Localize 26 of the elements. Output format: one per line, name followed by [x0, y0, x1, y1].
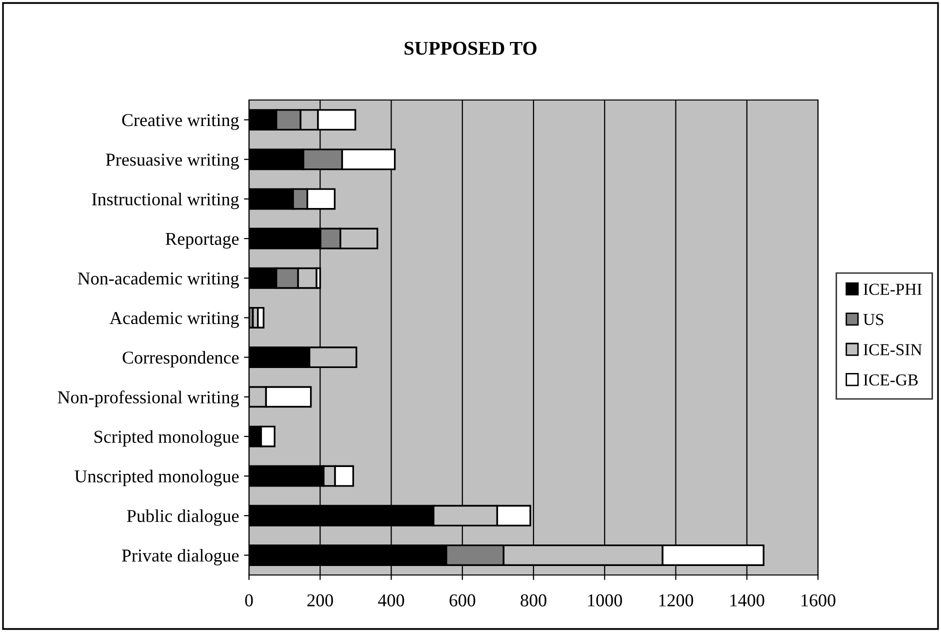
y-tick-label: Public dialogue — [126, 509, 239, 526]
x-tick-label: 800 — [520, 594, 546, 606]
y-tick-label: Instructional writing — [92, 192, 239, 210]
x-tick-label: 400 — [378, 594, 404, 606]
legend-label: US — [863, 314, 884, 326]
y-tick-label: Reportage — [166, 232, 239, 249]
y-tick-label: Non-academic writing — [78, 272, 239, 288]
x-tick-label: 1600 — [802, 594, 836, 606]
x-tick-label: 200 — [307, 594, 333, 606]
y-tick-label: Academic writing — [110, 311, 239, 328]
x-tick-label: 600 — [450, 594, 476, 606]
y-tick-label: Creative writing — [122, 114, 239, 130]
chart-title: SUPPOSED TO — [404, 42, 536, 55]
legend-label: ICE-GB — [864, 374, 918, 386]
y-tick-label: Private dialogue — [122, 548, 239, 566]
x-tick-label: 0 — [245, 594, 253, 606]
y-tick-label: Unscripted monologue — [74, 470, 239, 486]
x-tick-label: 1000 — [588, 594, 622, 606]
y-tick-label: Correspondence — [122, 351, 239, 368]
y-tick-label: Scripted monologue — [94, 430, 239, 447]
y-tick-label: Non-professional writing — [58, 390, 239, 408]
legend-label: ICE-SIN — [864, 344, 922, 356]
x-tick-label: 1200 — [659, 594, 694, 606]
legend-label: ICE-PHI — [864, 284, 922, 295]
x-tick-label: 1400 — [730, 594, 764, 606]
y-tick-label: Presuasive writing — [106, 154, 239, 170]
